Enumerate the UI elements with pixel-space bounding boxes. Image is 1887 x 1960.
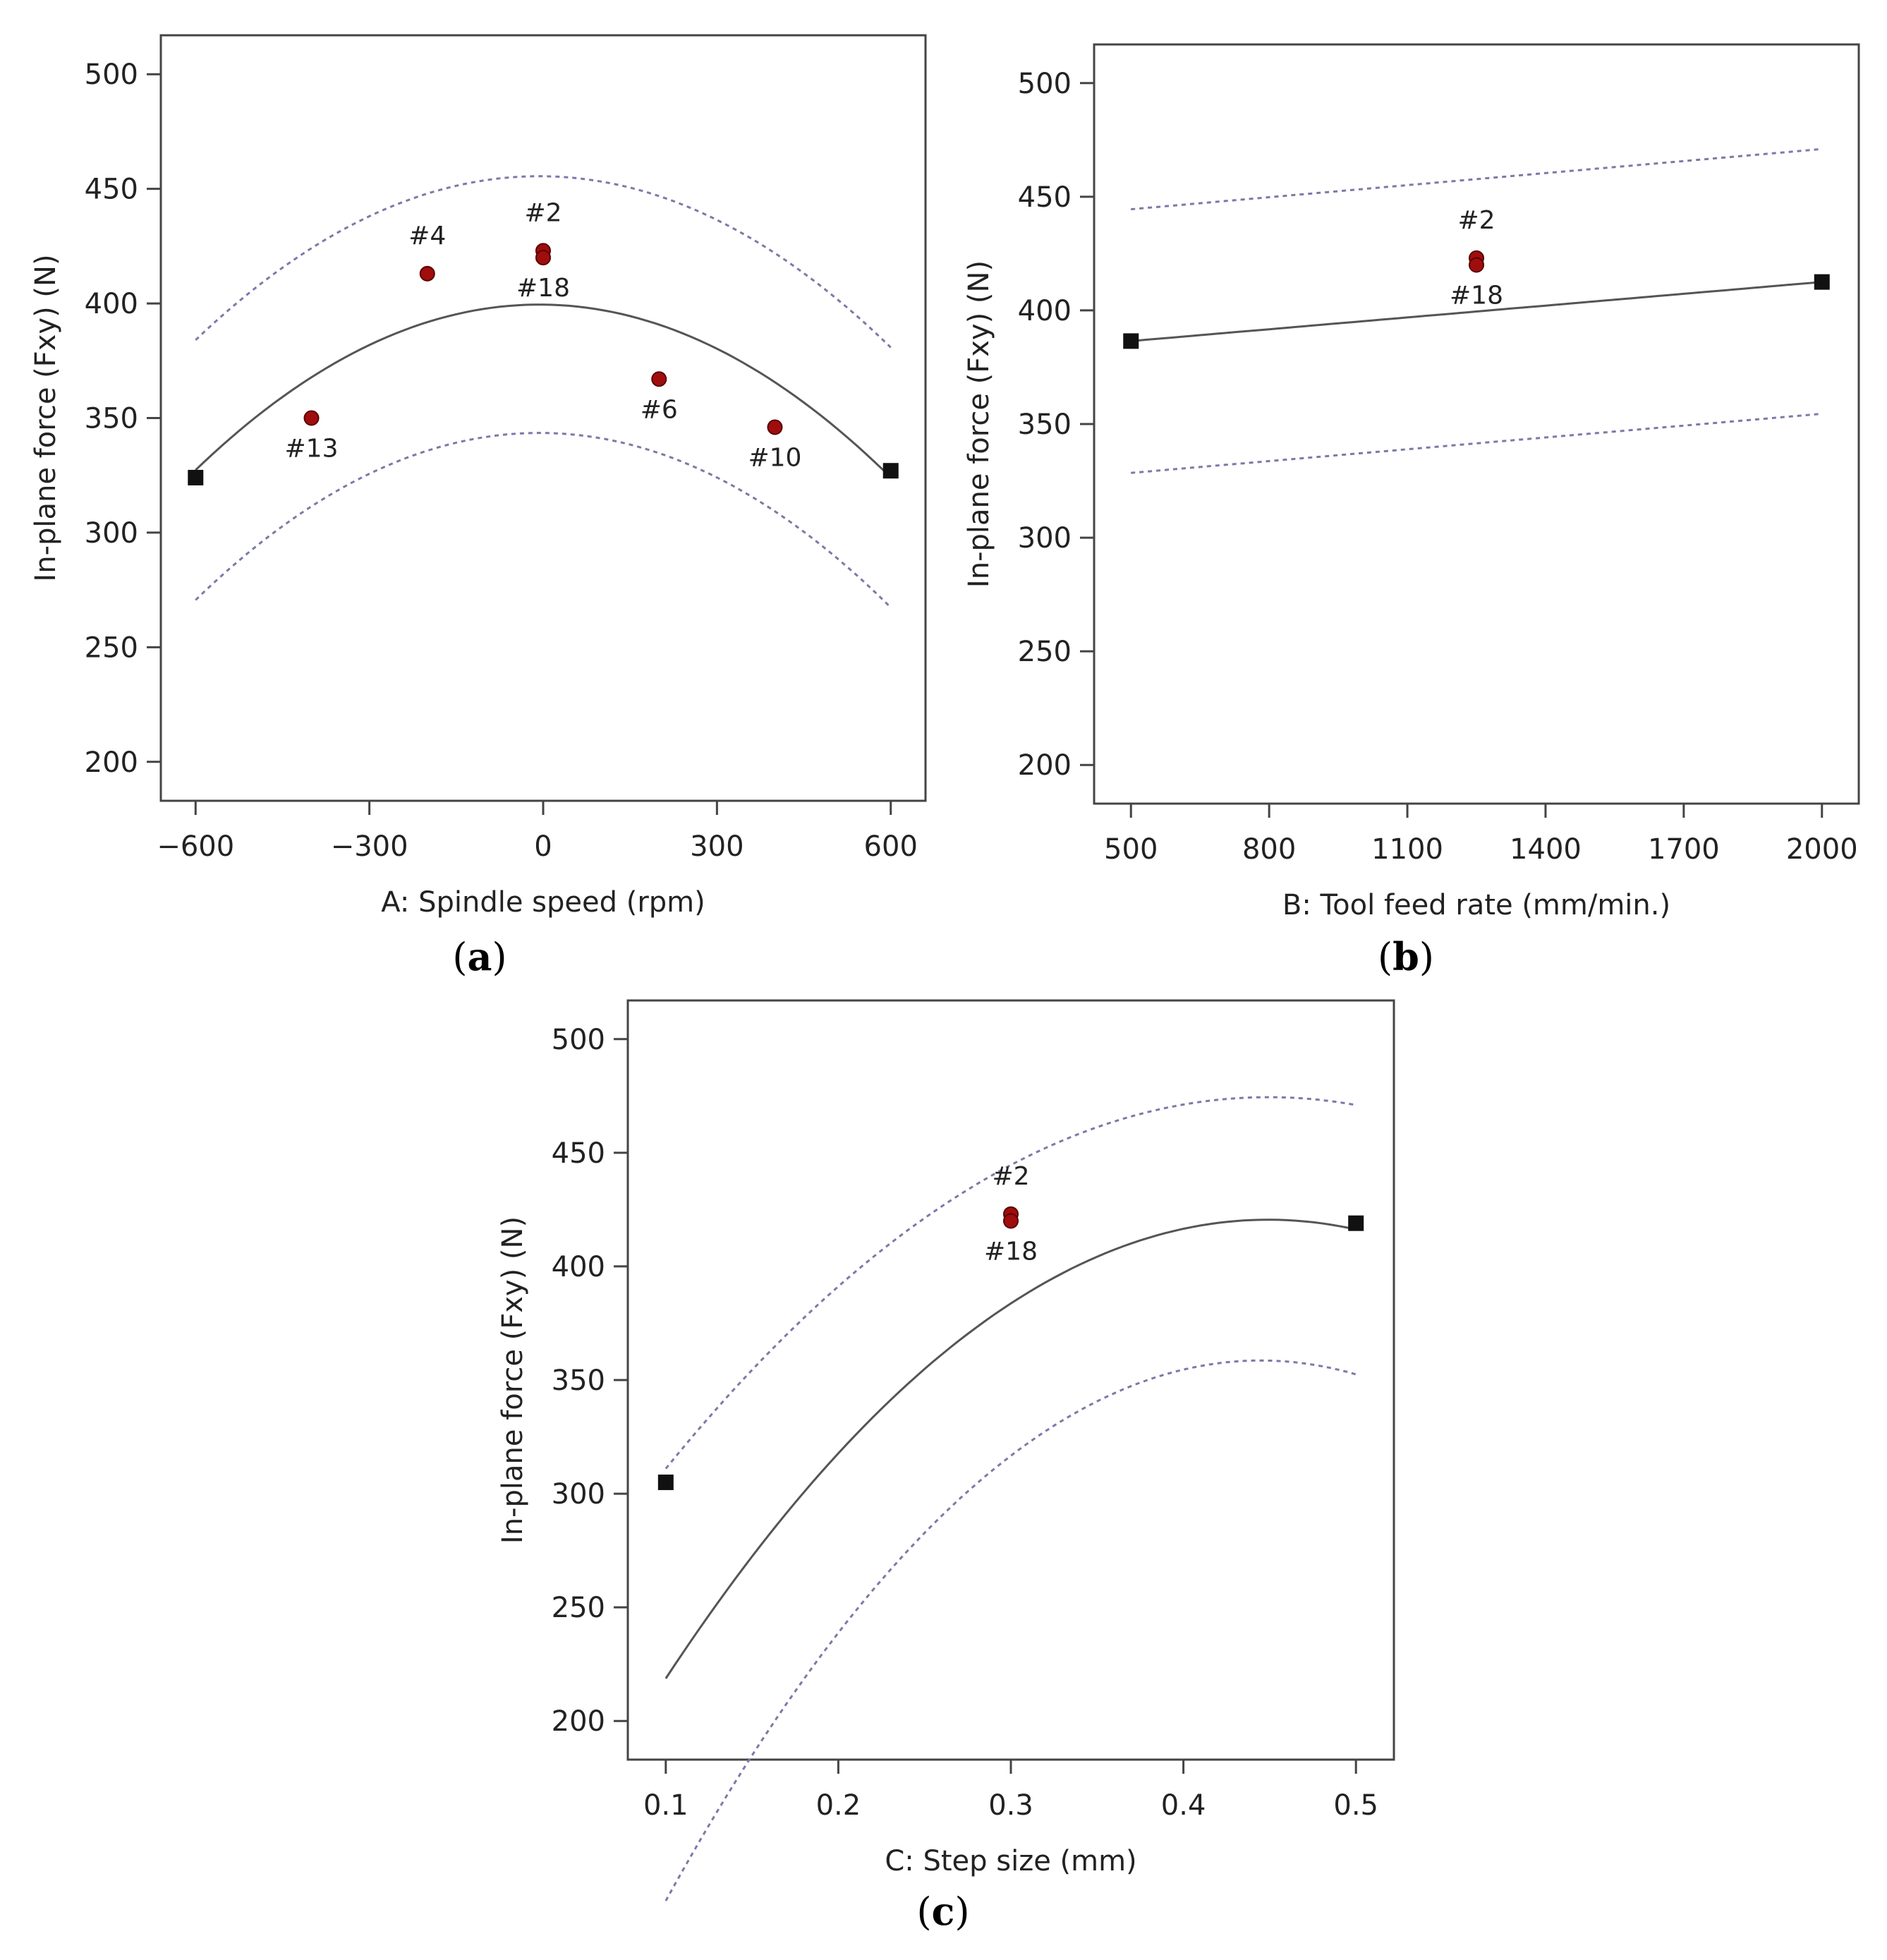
x-tick-label: 300: [690, 830, 744, 863]
ci-upper-line: [665, 1096, 1357, 1470]
y-axis-label: In-plane force (Fxy) (N): [497, 1216, 529, 1544]
y-axis-label: In-plane force (Fxy) (N): [30, 254, 62, 581]
y-tick-label: 400: [552, 1251, 605, 1283]
ci-upper-line: [1131, 147, 1822, 211]
x-tick-label: −300: [331, 830, 408, 863]
x-tick-label: 1700: [1648, 833, 1720, 866]
design-point: [419, 265, 435, 282]
y-tick-label: 250: [552, 1592, 605, 1624]
x-tick-label: 0: [534, 830, 552, 863]
point-label: #13: [285, 435, 339, 464]
panel-a: 200 250 300 350 400 450 500 −600 −300 0 300 600 A: S…: [30, 34, 927, 979]
y-tick-label: 400: [85, 288, 138, 320]
x-tick-label: 0.1: [643, 1789, 688, 1822]
endpoint-marker: [1348, 1215, 1364, 1231]
y-tick-label: 200: [1018, 749, 1072, 782]
y-tick-label: 200: [552, 1705, 605, 1738]
ci-upper-line: [195, 175, 892, 349]
x-axis-label: C: Step size (mm): [885, 1845, 1136, 1877]
x-axis-label: B: Tool feed rate (mm/min.): [1282, 889, 1670, 921]
x-tick-label: 0.4: [1161, 1789, 1206, 1822]
endpoint-marker: [657, 1474, 674, 1490]
panel-letter: c: [932, 1889, 955, 1934]
fit-line: [195, 303, 892, 478]
design-point: [1469, 257, 1484, 273]
y-tick-label: 300: [85, 517, 138, 550]
y-tick-label: 500: [85, 59, 138, 91]
point-label: #2: [992, 1162, 1029, 1191]
y-tick-label: 500: [552, 1024, 605, 1056]
y-tick-label: 300: [1018, 522, 1072, 555]
y-tick-label: 250: [85, 631, 138, 664]
x-tick-label: 600: [864, 830, 918, 863]
y-axis-label: In-plane force (Fxy) (N): [963, 260, 995, 588]
plot-frame: [1093, 43, 1860, 805]
point-label: #18: [1450, 281, 1503, 310]
panel-c: 200 250 300 350 400 450 500 0.1 0.2 0.3 0.4 0.5 C: S…: [497, 999, 1395, 1934]
design-point: [767, 419, 783, 435]
design-point: [303, 410, 320, 426]
point-label: #18: [984, 1237, 1038, 1266]
x-tick-label: 500: [1104, 833, 1158, 866]
y-tick-label: 350: [1018, 409, 1072, 441]
x-tick-label: 0.3: [988, 1789, 1033, 1822]
y-tick-label: 350: [552, 1365, 605, 1397]
endpoint-marker: [1814, 274, 1830, 290]
y-tick-label: 200: [85, 746, 138, 779]
y-tick-label: 400: [1018, 295, 1072, 327]
panel-label: (c): [916, 1889, 969, 1934]
ci-lower-line: [195, 432, 892, 609]
point-label: #4: [408, 222, 446, 250]
panel-b: 200 250 300 350 400 450 500 500 800 1100 1400 1700 2…: [963, 43, 1860, 979]
point-label: #18: [516, 274, 570, 303]
x-tick-label: 0.2: [816, 1789, 861, 1822]
panel-letter: a: [468, 934, 492, 979]
fit-line: [1131, 281, 1822, 342]
point-label: #10: [748, 443, 801, 472]
y-tick-label: 450: [85, 174, 138, 206]
design-point: [1003, 1213, 1019, 1229]
x-tick-label: 1400: [1510, 833, 1582, 866]
ci-lower-line: [1131, 413, 1822, 474]
point-label: #2: [524, 198, 562, 227]
y-tick-label: 450: [1018, 181, 1072, 214]
point-label: #6: [641, 395, 678, 424]
design-point: [651, 371, 667, 387]
x-tick-label: 2000: [1786, 833, 1858, 866]
x-tick-label: 1100: [1371, 833, 1443, 866]
x-tick-label: 800: [1242, 833, 1296, 866]
panel-label: (a): [452, 934, 506, 979]
y-tick-label: 300: [552, 1478, 605, 1511]
panel-letter: b: [1393, 934, 1419, 979]
x-tick-label: 0.5: [1333, 1789, 1378, 1822]
y-tick-label: 500: [1018, 68, 1072, 100]
endpoint-marker: [188, 469, 204, 485]
x-tick-label: −600: [157, 830, 234, 863]
point-label: #2: [1457, 206, 1495, 235]
endpoint-marker: [1123, 333, 1139, 349]
panel-label: (b): [1378, 934, 1434, 979]
y-tick-label: 250: [1018, 636, 1072, 668]
plot-frame: [159, 34, 927, 802]
y-tick-label: 450: [552, 1137, 605, 1170]
x-axis-label: A: Spindle speed (rpm): [381, 886, 705, 919]
y-tick-label: 350: [85, 403, 138, 435]
endpoint-marker: [882, 463, 899, 479]
design-point: [535, 250, 551, 266]
ci-lower-line: [665, 1359, 1357, 1901]
fit-line: [665, 1218, 1357, 1679]
plot-frame: [626, 999, 1395, 1761]
